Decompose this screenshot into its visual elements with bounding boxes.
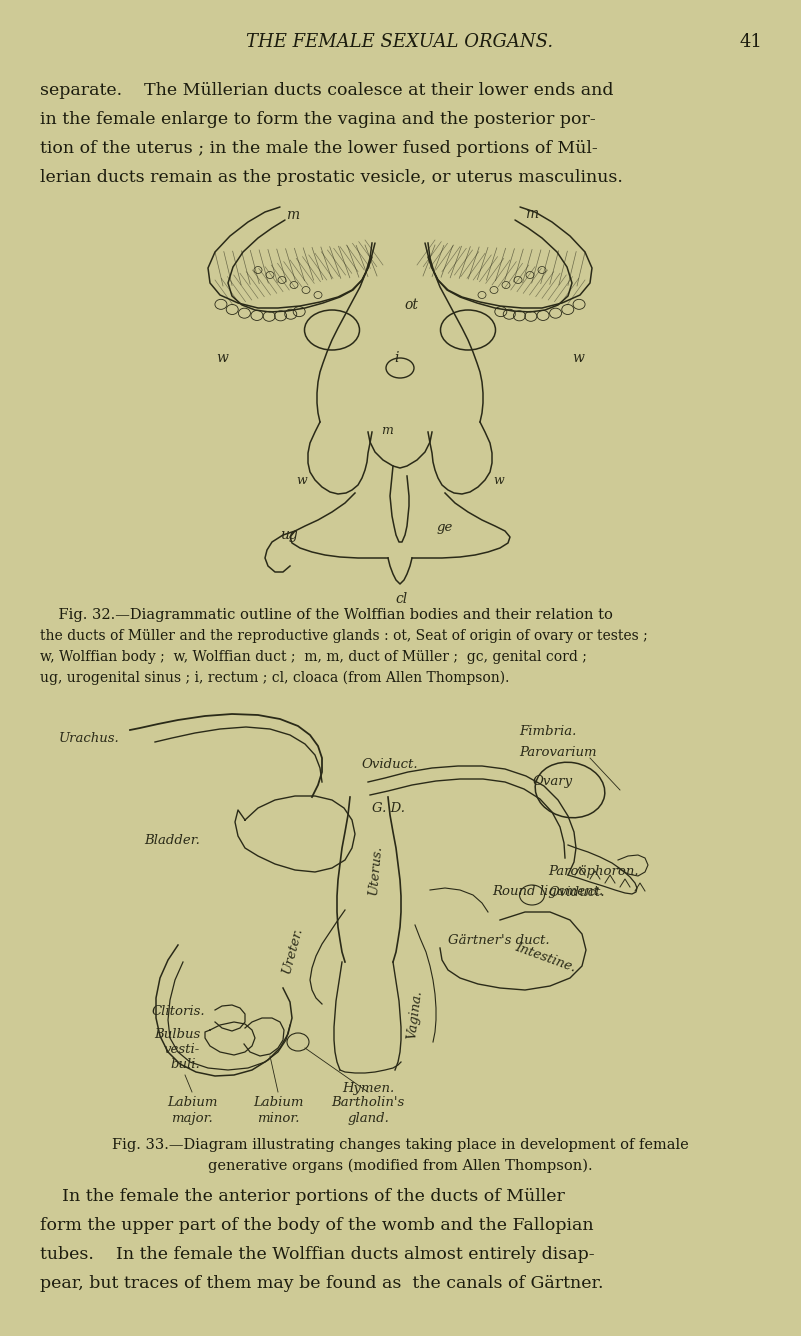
- Text: 41: 41: [740, 33, 763, 51]
- Text: Uterus.: Uterus.: [366, 844, 384, 895]
- Text: ug: ug: [280, 528, 298, 542]
- Text: separate.    The Müllerian ducts coalesce at their lower ends and: separate. The Müllerian ducts coalesce a…: [40, 81, 614, 99]
- Text: Paroöphoron.: Paroöphoron.: [548, 866, 638, 879]
- Text: Round ligament.: Round ligament.: [492, 886, 603, 899]
- Text: Clitoris.: Clitoris.: [151, 1005, 205, 1018]
- Text: Ovary: Ovary: [533, 775, 573, 788]
- Text: form the upper part of the body of the womb and the Fallopian: form the upper part of the body of the w…: [40, 1217, 594, 1234]
- Text: G. D.: G. D.: [372, 802, 405, 815]
- Text: Oviduct.: Oviduct.: [548, 887, 605, 899]
- Text: ug, urogenital sinus ; i, rectum ; cl, cloaca (from Allen Thompson).: ug, urogenital sinus ; i, rectum ; cl, c…: [40, 671, 509, 685]
- Text: Hymen.: Hymen.: [342, 1082, 394, 1096]
- Text: w: w: [493, 473, 504, 486]
- Text: pear, but traces of them may be found as  the canals of Gärtner.: pear, but traces of them may be found as…: [40, 1275, 603, 1292]
- Text: ge: ge: [437, 521, 453, 534]
- Text: m: m: [286, 208, 299, 222]
- Text: Fimbria.: Fimbria.: [519, 725, 577, 737]
- Text: in the female enlarge to form the vagina and the posterior por-: in the female enlarge to form the vagina…: [40, 111, 596, 128]
- Text: ot: ot: [404, 298, 418, 313]
- Text: generative organs (modified from Allen Thompson).: generative organs (modified from Allen T…: [207, 1160, 592, 1173]
- Text: w: w: [296, 473, 307, 486]
- Text: Labium: Labium: [253, 1096, 304, 1109]
- Text: Urachus.: Urachus.: [59, 732, 120, 744]
- Text: w, Wolffian body ;  w, Wolffian duct ;  m, m, duct of Müller ;  gc, genital cord: w, Wolffian body ; w, Wolffian duct ; m,…: [40, 651, 587, 664]
- Text: minor.: minor.: [257, 1112, 300, 1125]
- Text: i: i: [395, 351, 399, 365]
- Text: tion of the uterus ; in the male the lower fused portions of Mül-: tion of the uterus ; in the male the low…: [40, 140, 598, 158]
- Text: w: w: [572, 351, 584, 365]
- Text: tubes.    In the female the Wolffian ducts almost entirely disap-: tubes. In the female the Wolffian ducts …: [40, 1246, 594, 1263]
- Text: m: m: [525, 207, 538, 220]
- Text: Fig. 32.—Diagrammatic outline of the Wolffian bodies and their relation to: Fig. 32.—Diagrammatic outline of the Wol…: [40, 608, 613, 623]
- Text: Parovarium: Parovarium: [519, 745, 597, 759]
- Text: Vagina.: Vagina.: [405, 990, 424, 1041]
- Text: major.: major.: [171, 1112, 213, 1125]
- Text: Gärtner's duct.: Gärtner's duct.: [448, 934, 549, 946]
- Text: Bulbus
vesti-
buli.: Bulbus vesti- buli.: [154, 1027, 200, 1071]
- Text: w: w: [216, 351, 228, 365]
- Text: THE FEMALE SEXUAL ORGANS.: THE FEMALE SEXUAL ORGANS.: [247, 33, 553, 51]
- Text: Intestine.: Intestine.: [513, 941, 578, 975]
- Text: Bladder.: Bladder.: [144, 834, 200, 847]
- Text: m: m: [381, 424, 393, 437]
- Text: Fig. 33.—Diagram illustrating changes taking place in development of female: Fig. 33.—Diagram illustrating changes ta…: [111, 1138, 688, 1152]
- Text: Ureter.: Ureter.: [280, 926, 305, 975]
- Text: lerian ducts remain as the prostatic vesicle, or uterus masculinus.: lerian ducts remain as the prostatic ves…: [40, 168, 623, 186]
- Text: cl: cl: [396, 592, 409, 607]
- Text: Bartholin's: Bartholin's: [332, 1096, 405, 1109]
- Text: the ducts of Müller and the reproductive glands : ot, Seat of origin of ovary or: the ducts of Müller and the reproductive…: [40, 629, 648, 643]
- Text: In the female the anterior portions of the ducts of Müller: In the female the anterior portions of t…: [40, 1188, 565, 1205]
- Text: Oviduct.: Oviduct.: [362, 758, 418, 771]
- Text: Labium: Labium: [167, 1096, 217, 1109]
- Text: gland.: gland.: [347, 1112, 389, 1125]
